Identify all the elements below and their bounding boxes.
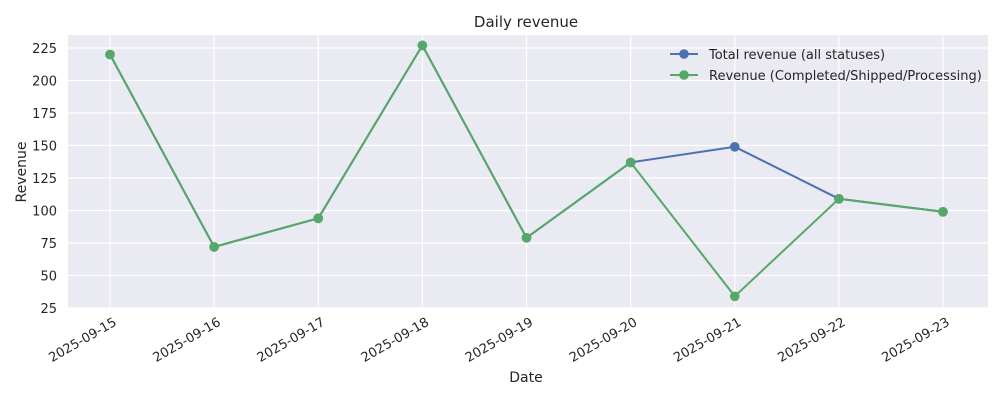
legend-label: Revenue (Completed/Shipped/Processing) xyxy=(709,69,982,84)
x-tick-label: 2025-09-22 xyxy=(775,315,848,366)
data-point xyxy=(625,157,636,168)
series-2 xyxy=(105,40,948,302)
y-tick-label: 125 xyxy=(32,172,57,187)
data-point xyxy=(834,194,844,204)
x-tick-label: 2025-09-16 xyxy=(151,315,224,366)
data-point xyxy=(729,291,740,302)
legend-marker xyxy=(679,49,689,59)
data-point xyxy=(209,242,219,252)
grid-layer xyxy=(68,35,988,309)
data-point xyxy=(313,213,324,224)
data-point xyxy=(938,207,948,217)
data-point xyxy=(729,142,740,152)
data-point xyxy=(105,49,115,60)
y-tick-label: 175 xyxy=(32,107,57,122)
y-tick-label: 50 xyxy=(40,270,57,285)
series-layer xyxy=(105,40,948,302)
x-tick-label: 2025-09-17 xyxy=(255,315,328,366)
legend-entry: Total revenue (all statuses) xyxy=(670,48,885,63)
data-point xyxy=(521,233,532,243)
y-tick-label: 25 xyxy=(40,302,57,317)
x-tick-label: 2025-09-18 xyxy=(359,315,432,366)
x-tick-label: 2025-09-20 xyxy=(567,315,640,366)
legend-label: Total revenue (all statuses) xyxy=(708,48,885,63)
y-tick-label: 150 xyxy=(32,140,57,155)
x-tick-label: 2025-09-23 xyxy=(879,315,952,366)
x-tick-label: 2025-09-15 xyxy=(46,315,119,366)
x-tick-label: 2025-09-19 xyxy=(463,315,536,366)
y-tick-label: 75 xyxy=(40,237,57,252)
x-axis-label: Date xyxy=(509,370,542,386)
y-axis-label: Revenue xyxy=(14,142,30,203)
data-point xyxy=(417,40,428,51)
chart-title: Daily revenue xyxy=(474,13,578,31)
legend-marker xyxy=(679,70,689,80)
legend-entry: Revenue (Completed/Shipped/Processing) xyxy=(670,69,982,84)
y-tick-label: 200 xyxy=(32,75,57,90)
y-tick-label: 225 xyxy=(32,42,57,57)
legend: Total revenue (all statuses) Revenue (Com… xyxy=(670,48,982,84)
y-tick-label: 100 xyxy=(32,205,57,220)
x-tick-label: 2025-09-21 xyxy=(671,315,744,366)
